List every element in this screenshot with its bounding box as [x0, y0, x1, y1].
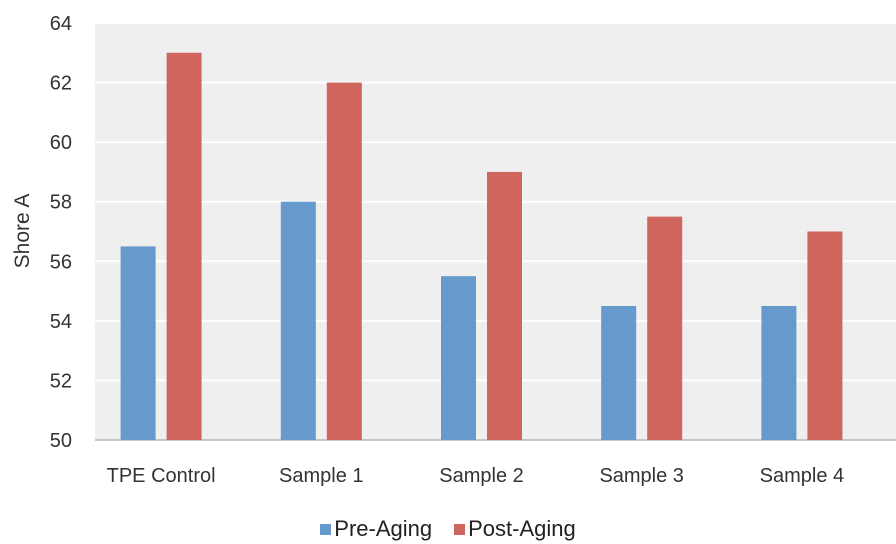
y-tick-label: 56	[50, 251, 72, 273]
bar-pre-aging	[120, 246, 156, 440]
y-tick-label: 62	[50, 73, 72, 95]
bar-pre-aging	[280, 201, 316, 440]
bar-post-aging	[647, 216, 683, 440]
y-axis-label: Shore A	[11, 194, 34, 269]
x-tick-label: Sample 3	[599, 465, 684, 487]
y-tick-label: 64	[50, 13, 72, 35]
legend-swatch-post-aging	[454, 523, 466, 535]
y-tick-label: 52	[50, 370, 72, 392]
y-tick-label: 54	[50, 311, 72, 333]
bar-pre-aging	[441, 276, 476, 440]
bars	[120, 52, 843, 441]
x-tick-label: Sample 1	[279, 465, 364, 487]
bar-post-aging	[166, 52, 202, 441]
bar-post-aging	[487, 171, 522, 440]
legend-label-post-aging: Post-Aging	[468, 516, 576, 541]
legend-swatch-pre-aging	[320, 523, 332, 535]
x-tick-label: Sample 2	[439, 465, 524, 487]
y-tick-label: 58	[50, 192, 72, 214]
bar-post-aging	[807, 231, 843, 440]
x-axis-ticks: TPE Control Sample 1 Sample 2 Sample 3 Sampl…	[107, 465, 845, 487]
legend: Pre-Aging Post-Aging	[0, 514, 896, 544]
legend-item-post-aging: Post-Aging	[454, 516, 576, 542]
bar-pre-aging	[601, 305, 637, 440]
y-tick-label: 60	[50, 132, 72, 154]
y-tick-label: 50	[50, 430, 72, 452]
bar-pre-aging	[761, 305, 797, 440]
legend-item-pre-aging: Pre-Aging	[320, 516, 432, 542]
x-tick-label: Sample 4	[760, 465, 845, 487]
x-tick-label: TPE Control	[107, 465, 216, 487]
bar-post-aging	[326, 82, 362, 441]
legend-label-pre-aging: Pre-Aging	[334, 516, 433, 541]
y-axis-ticks: 50 52 54 56 58 60 62 64	[50, 13, 72, 452]
